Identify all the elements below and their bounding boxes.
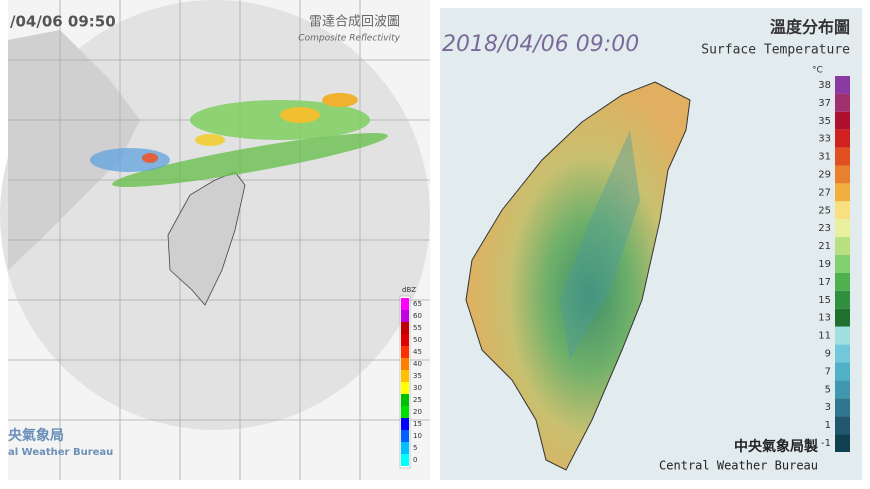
scale-label: 15 <box>413 420 422 428</box>
scale-label: 50 <box>413 336 422 344</box>
scale-label: 27 <box>818 187 831 198</box>
color-swatch <box>835 290 850 309</box>
color-swatch <box>401 418 409 430</box>
scale-label: 40 <box>413 360 422 368</box>
scale-label: 31 <box>818 152 831 163</box>
scale-label: 38 <box>818 80 831 91</box>
color-swatch <box>835 93 850 112</box>
scale-label: 60 <box>413 312 422 320</box>
scale-label: 17 <box>818 277 831 288</box>
scale-label: 7 <box>825 366 831 377</box>
temperature-unit: °C <box>812 66 823 76</box>
color-swatch <box>401 334 409 346</box>
echo <box>90 93 388 188</box>
color-swatch <box>835 416 850 435</box>
color-swatch <box>835 255 850 273</box>
temperature-agency: 中央氣象局製 <box>734 438 818 455</box>
scale-label: 29 <box>818 169 831 180</box>
color-swatch <box>835 129 850 148</box>
color-swatch <box>401 298 409 310</box>
scale-label: 45 <box>413 348 422 356</box>
radar-unit: dBZ <box>402 286 416 294</box>
scale-label: 9 <box>825 349 831 360</box>
scale-label: 35 <box>413 372 422 380</box>
color-swatch <box>835 398 850 417</box>
scale-label: 25 <box>818 205 831 216</box>
scale-label: 3 <box>825 402 831 413</box>
scale-label: 21 <box>818 241 831 252</box>
scale-label: 55 <box>413 324 422 332</box>
scale-label: 15 <box>818 295 831 306</box>
radar-time: /04/06 09:50 <box>10 13 116 31</box>
color-swatch <box>401 394 409 406</box>
scale-label: 11 <box>818 331 831 342</box>
temperature-title: 溫度分布圖 <box>770 18 850 37</box>
scale-label: 13 <box>818 313 831 324</box>
scale-label: 37 <box>818 98 831 109</box>
radar-agency: 央氣象局 <box>8 427 64 444</box>
scale-label: 23 <box>818 223 831 234</box>
color-swatch <box>835 308 850 327</box>
color-swatch <box>835 183 850 202</box>
scale-label: 1 <box>825 420 831 431</box>
radar-agency-en: al Weather Bureau <box>8 447 113 458</box>
scale-label: 0 <box>413 456 417 464</box>
color-swatch <box>401 454 409 466</box>
color-swatch <box>401 442 409 454</box>
color-swatch <box>401 382 409 394</box>
color-swatch <box>401 406 409 418</box>
color-swatch <box>835 76 850 94</box>
radar-subtitle: Composite Reflectivity <box>298 34 400 44</box>
temperature-agency-en: Central Weather Bureau <box>659 459 818 473</box>
scale-label: 10 <box>413 432 422 440</box>
color-swatch <box>401 430 409 442</box>
color-swatch <box>835 165 850 184</box>
temperature-subtitle: Surface Temperature <box>701 43 850 58</box>
scale-label: 20 <box>413 408 422 416</box>
color-swatch <box>835 111 850 130</box>
color-swatch <box>835 380 850 399</box>
scale-label: 19 <box>818 259 831 270</box>
color-swatch <box>401 346 409 358</box>
color-swatch <box>835 147 850 166</box>
color-swatch <box>835 272 850 291</box>
temperature-time: 2018/04/06 09:00 <box>442 32 639 57</box>
scale-label: 25 <box>413 396 422 404</box>
color-swatch <box>401 322 409 334</box>
color-swatch <box>401 358 409 370</box>
color-swatch <box>401 370 409 382</box>
color-swatch <box>835 219 850 238</box>
scale-label: 33 <box>818 134 831 145</box>
scale-label: 65 <box>413 300 422 308</box>
scale-label: 5 <box>413 444 417 452</box>
color-swatch <box>835 344 850 363</box>
color-swatch <box>835 434 850 452</box>
radar-title: 雷達合成回波圖 <box>309 15 400 30</box>
color-swatch <box>835 326 850 345</box>
color-swatch <box>401 310 409 322</box>
scale-label: 5 <box>825 384 831 395</box>
scale-label: -1 <box>821 438 831 449</box>
color-swatch <box>835 362 850 381</box>
scale-label: 35 <box>818 116 831 127</box>
scale-label: 30 <box>413 384 422 392</box>
color-swatch <box>835 237 850 256</box>
color-swatch <box>835 201 850 220</box>
